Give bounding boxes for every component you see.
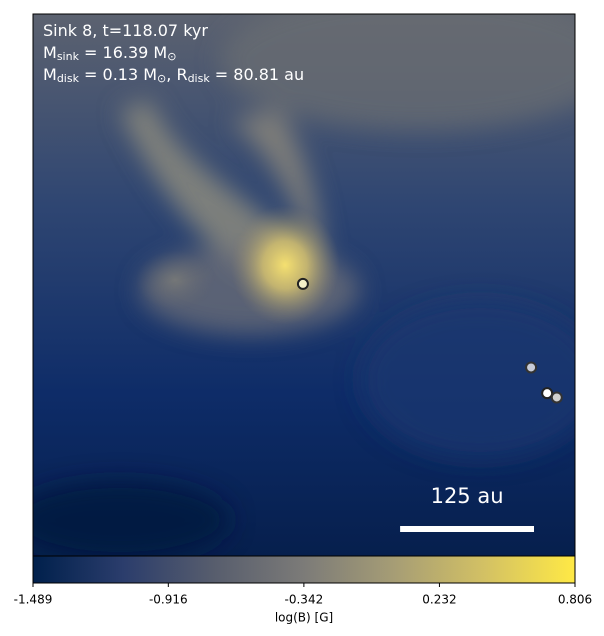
colorbar-tick-label: 0.232 bbox=[422, 593, 456, 607]
subscript: ⊙ bbox=[167, 50, 176, 63]
text-segment: Sink 8, t=118.07 kyr bbox=[43, 21, 208, 40]
annotation-line: Sink 8, t=118.07 kyr bbox=[43, 21, 208, 40]
annotation-line: Msink = 16.39 M⊙ bbox=[43, 43, 176, 64]
sink-particle bbox=[541, 387, 554, 400]
subscript: ⊙ bbox=[157, 72, 166, 85]
text-segment: = 80.81 au bbox=[210, 65, 304, 84]
colorbar-tick-label: -1.489 bbox=[14, 593, 53, 607]
colorbar-tick-label: 0.806 bbox=[558, 593, 592, 607]
subscript: disk bbox=[188, 72, 211, 85]
colorbar-label: log(B) [G] bbox=[275, 611, 333, 625]
sink-particle bbox=[296, 277, 309, 290]
colorbar-tick-label: -0.342 bbox=[285, 593, 324, 607]
text-segment: = 0.13 M bbox=[79, 65, 157, 84]
colorbar bbox=[32, 555, 576, 584]
subscript: disk bbox=[57, 72, 80, 85]
field-image bbox=[33, 14, 575, 556]
text-segment: M bbox=[43, 65, 57, 84]
annotation-line: Mdisk = 0.13 M⊙, Rdisk = 80.81 au bbox=[43, 65, 304, 86]
sink-particle bbox=[525, 361, 538, 374]
text-segment: , R bbox=[166, 65, 187, 84]
colorbar-tick-label: -0.916 bbox=[149, 593, 188, 607]
subscript: sink bbox=[57, 50, 80, 63]
text-segment: = 16.39 M bbox=[79, 43, 167, 62]
text-segment: M bbox=[43, 43, 57, 62]
sink-particle bbox=[550, 391, 563, 404]
scale-bar-label: 125 au bbox=[431, 484, 504, 508]
